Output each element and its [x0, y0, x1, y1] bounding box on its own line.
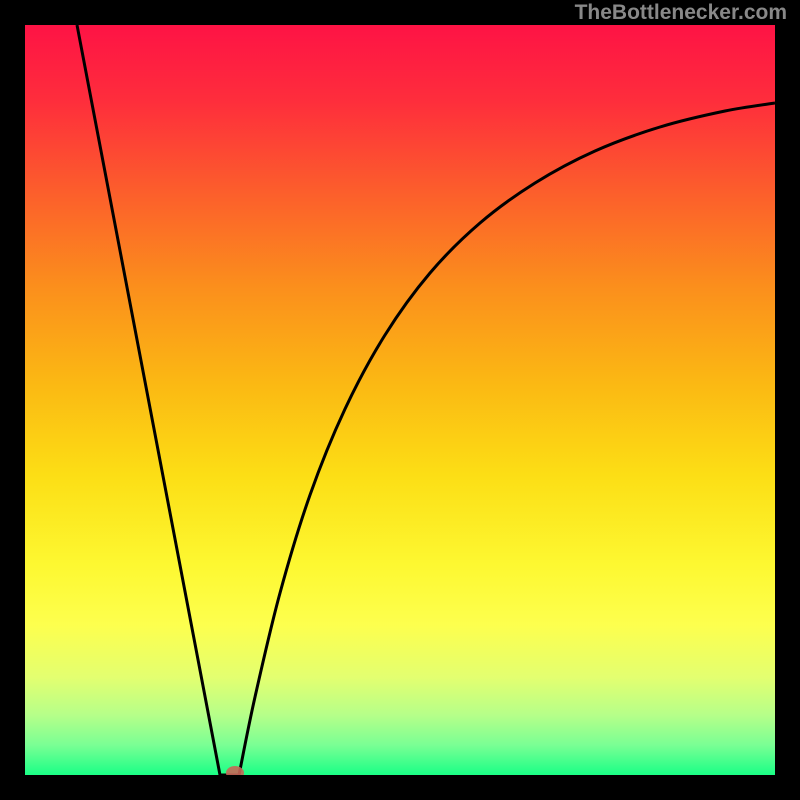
watermark-text: TheBottlenecker.com	[575, 1, 787, 25]
gradient-background	[25, 25, 775, 775]
plot-svg	[25, 25, 775, 775]
chart-container: TheBottlenecker.com	[0, 0, 800, 800]
